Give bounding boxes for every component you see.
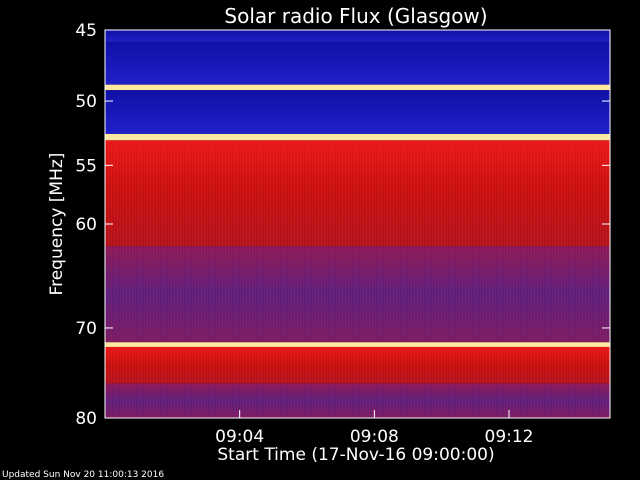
y-axis-label: Frequency [MHz]	[47, 153, 67, 296]
spectrum-texture-9	[105, 383, 610, 418]
y-tick-label-4: 70	[75, 319, 97, 339]
x-axis-label: Start Time (17-Nov-16 09:00:00)	[217, 445, 494, 465]
chart-title: Solar radio Flux (Glasgow)	[224, 4, 487, 28]
spectrum-band-2	[105, 84, 610, 91]
x-tick-label-1: 09:08	[350, 427, 399, 447]
spectrum-band-1	[105, 41, 610, 85]
spectrum-band-4	[105, 133, 610, 141]
spectrum-texture-8	[105, 346, 610, 384]
x-tick-label-2: 09:12	[485, 427, 534, 447]
plot-area	[105, 30, 610, 418]
spectrum-band-7	[105, 342, 610, 347]
spectrum-band-0	[105, 30, 610, 42]
y-tick-label-0: 45	[75, 21, 97, 41]
y-tick-label-2: 55	[75, 156, 97, 176]
x-tick-label-0: 09:04	[215, 427, 264, 447]
y-tick-label-5: 80	[75, 409, 97, 429]
x-axis: 09:04 09:08 09:12	[215, 410, 534, 447]
spectrum-band-3	[105, 90, 610, 134]
spectrum-texture-5	[105, 140, 610, 247]
updated-timestamp: Updated Sun Nov 20 11:00:13 2016	[2, 470, 164, 480]
spectrum-texture-6	[105, 246, 610, 343]
y-axis: 45 50 55 60 70 80	[75, 21, 610, 429]
y-tick-label-1: 50	[75, 92, 97, 112]
y-tick-label-3: 60	[75, 215, 97, 235]
